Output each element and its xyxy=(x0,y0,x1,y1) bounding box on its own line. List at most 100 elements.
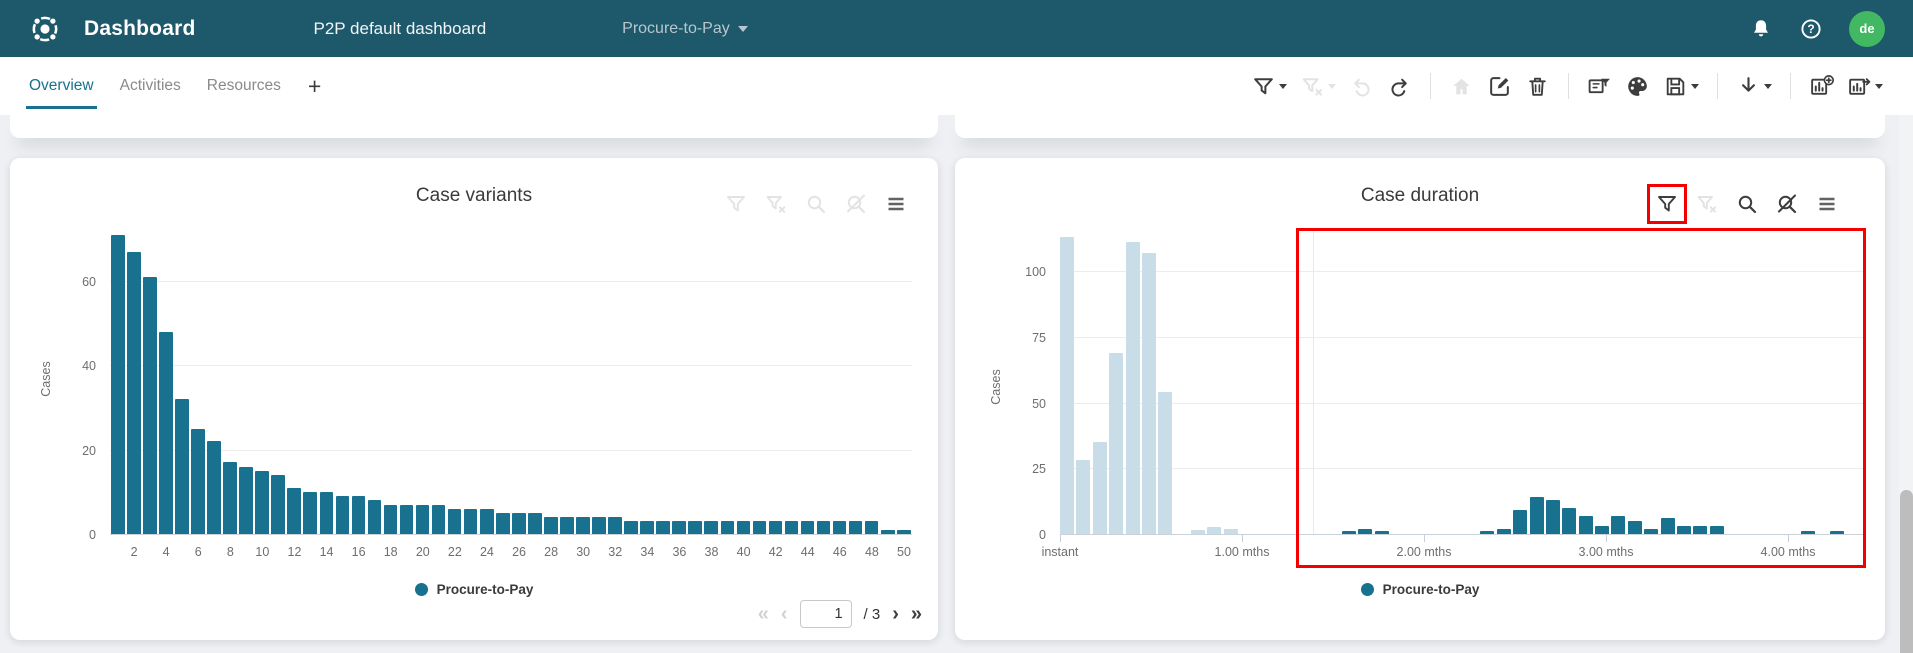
bar-in-selection[interactable] xyxy=(1611,515,1626,534)
bar-outside-selection[interactable] xyxy=(1223,528,1238,534)
bar-variant-26[interactable] xyxy=(512,512,526,534)
bar-variant-43[interactable] xyxy=(784,521,799,534)
undo-button[interactable] xyxy=(1349,74,1374,99)
bar-in-selection[interactable] xyxy=(1513,510,1528,534)
bar-variant-25[interactable] xyxy=(495,512,510,534)
next-page-button[interactable]: › xyxy=(892,603,899,625)
bar-in-selection[interactable] xyxy=(1595,526,1610,534)
bar-in-selection[interactable] xyxy=(1644,528,1659,534)
bar-variant-50[interactable] xyxy=(896,529,911,534)
bar-in-selection[interactable] xyxy=(1342,531,1357,534)
bar-variant-18[interactable] xyxy=(383,504,398,534)
bar-in-selection[interactable] xyxy=(1709,526,1724,534)
bar-variant-40[interactable] xyxy=(736,521,751,534)
bar-variant-17[interactable] xyxy=(367,500,382,534)
bar-variant-49[interactable] xyxy=(880,529,895,534)
last-page-button[interactable]: » xyxy=(910,603,922,625)
process-selector[interactable]: Procure-to-Pay xyxy=(622,20,748,38)
bar-variant-21[interactable] xyxy=(431,504,446,534)
bar-outside-selection[interactable] xyxy=(1125,242,1140,534)
bar-outside-selection[interactable] xyxy=(1060,237,1074,534)
bar-variant-23[interactable] xyxy=(463,508,478,534)
bar-variant-29[interactable] xyxy=(560,517,574,534)
bar-variant-44[interactable] xyxy=(800,521,815,534)
zoom-off-button[interactable] xyxy=(1775,192,1799,216)
bar-variant-33[interactable] xyxy=(624,521,638,534)
clear-filter-button[interactable] xyxy=(1695,192,1719,216)
bar-in-selection[interactable] xyxy=(1562,507,1577,534)
menu-button[interactable] xyxy=(884,192,908,216)
tab-resources[interactable]: Resources xyxy=(206,77,281,94)
bar-variant-24[interactable] xyxy=(479,508,494,534)
bar-in-selection[interactable] xyxy=(1693,526,1708,534)
tab-activities[interactable]: Activities xyxy=(119,77,181,94)
bar-in-selection[interactable] xyxy=(1545,499,1560,534)
bar-in-selection[interactable] xyxy=(1676,526,1691,534)
bar-variant-36[interactable] xyxy=(672,521,686,534)
bar-variant-35[interactable] xyxy=(656,521,670,534)
filter-button[interactable] xyxy=(724,192,748,216)
filter-button[interactable] xyxy=(1251,74,1287,99)
bar-variant-28[interactable] xyxy=(544,517,558,534)
save-dashboard-button[interactable] xyxy=(1663,74,1699,99)
widget-filter-button[interactable] xyxy=(1587,74,1612,99)
export-widget-button[interactable] xyxy=(1847,74,1883,99)
bar-outside-selection[interactable] xyxy=(1158,392,1173,534)
page-number-input[interactable] xyxy=(799,600,852,628)
bar-in-selection[interactable] xyxy=(1800,531,1815,534)
bar-variant-37[interactable] xyxy=(688,521,703,534)
bar-variant-22[interactable] xyxy=(447,508,462,534)
clear-filter-button[interactable] xyxy=(764,192,788,216)
notifications-bell-icon[interactable] xyxy=(1749,17,1773,41)
download-button[interactable] xyxy=(1736,74,1772,99)
bar-variant-9[interactable] xyxy=(239,466,253,534)
bar-variant-7[interactable] xyxy=(207,441,221,534)
filter-button[interactable] xyxy=(1647,184,1687,224)
page-scrollbar-thumb[interactable] xyxy=(1900,490,1913,653)
bar-in-selection[interactable] xyxy=(1660,518,1675,534)
redo-button[interactable] xyxy=(1387,74,1412,99)
zoom-button[interactable] xyxy=(804,192,828,216)
bar-in-selection[interactable] xyxy=(1627,520,1642,534)
bar-variant-3[interactable] xyxy=(143,276,157,534)
first-page-button[interactable]: « xyxy=(757,603,769,625)
bar-variant-27[interactable] xyxy=(528,512,542,534)
bar-variant-41[interactable] xyxy=(752,521,767,534)
bar-variant-34[interactable] xyxy=(640,521,654,534)
bar-variant-10[interactable] xyxy=(255,470,269,534)
edit-dashboard-button[interactable] xyxy=(1487,74,1512,99)
menu-button[interactable] xyxy=(1815,192,1839,216)
bar-outside-selection[interactable] xyxy=(1141,252,1156,534)
tab-overview[interactable]: Overview xyxy=(16,57,107,115)
bar-variant-38[interactable] xyxy=(704,521,719,534)
bar-outside-selection[interactable] xyxy=(1191,530,1206,534)
bar-variant-46[interactable] xyxy=(832,521,847,534)
add-tab-button[interactable]: + xyxy=(307,72,322,99)
bar-variant-11[interactable] xyxy=(271,474,285,534)
bar-in-selection[interactable] xyxy=(1829,531,1844,534)
bar-variant-6[interactable] xyxy=(191,428,205,534)
bar-variant-30[interactable] xyxy=(576,517,590,534)
bar-in-selection[interactable] xyxy=(1374,531,1389,534)
bar-in-selection[interactable] xyxy=(1529,497,1544,534)
bar-variant-42[interactable] xyxy=(768,521,783,534)
bar-in-selection[interactable] xyxy=(1578,515,1593,534)
home-button[interactable] xyxy=(1449,74,1474,99)
bar-variant-5[interactable] xyxy=(175,399,189,534)
bar-variant-47[interactable] xyxy=(848,521,863,534)
bar-variant-19[interactable] xyxy=(399,504,414,534)
bar-variant-13[interactable] xyxy=(303,491,318,534)
bar-outside-selection[interactable] xyxy=(1207,527,1222,534)
bar-variant-8[interactable] xyxy=(223,462,237,534)
bar-variant-16[interactable] xyxy=(351,496,366,534)
bar-variant-4[interactable] xyxy=(159,331,173,534)
bar-outside-selection[interactable] xyxy=(1076,460,1091,534)
bar-variant-39[interactable] xyxy=(720,521,735,534)
user-avatar[interactable]: de xyxy=(1849,10,1885,47)
clear-filter-button[interactable] xyxy=(1300,74,1336,99)
prev-page-button[interactable]: ‹ xyxy=(780,603,788,625)
bar-in-selection[interactable] xyxy=(1496,528,1511,534)
zoom-off-button[interactable] xyxy=(844,192,868,216)
bar-variant-31[interactable] xyxy=(592,517,606,534)
bar-variant-32[interactable] xyxy=(608,517,622,534)
